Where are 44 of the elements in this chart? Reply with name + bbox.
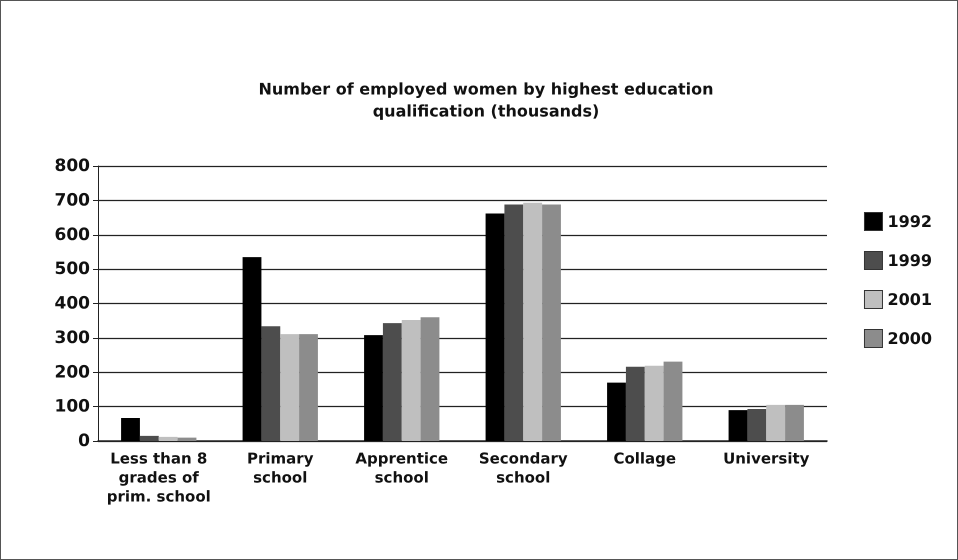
y-tick-label: 200 [54, 362, 90, 382]
x-tick-label: Secondary school [478, 450, 568, 486]
bar [420, 317, 440, 441]
bar [299, 334, 318, 441]
x-tick-label: Less than 8 grades of prim. school [106, 450, 211, 506]
bar [158, 436, 178, 441]
y-tick-label: 100 [54, 396, 90, 417]
bar [280, 334, 300, 441]
legend-label: 1999 [887, 251, 932, 270]
bar [121, 418, 140, 441]
bar [242, 257, 262, 441]
x-tick-label: University [723, 450, 810, 468]
bar [728, 410, 748, 441]
chart-title: Number of employed women by highest education qualification (thousands) [258, 80, 714, 120]
bar [140, 436, 159, 441]
legend-label: 2001 [887, 290, 932, 309]
y-tick-label: 600 [54, 224, 90, 245]
bar [766, 404, 786, 441]
y-tick-label: 300 [54, 328, 90, 348]
y-tick-label: 400 [54, 294, 90, 314]
bar [607, 382, 626, 441]
bar [644, 366, 664, 441]
bar [382, 323, 402, 441]
y-tick-label: 800 [54, 156, 90, 176]
bar [523, 202, 542, 441]
bar [178, 438, 196, 441]
bar [402, 320, 421, 441]
bar [785, 404, 804, 441]
bar [364, 335, 383, 441]
legend-label: 1992 [887, 212, 932, 231]
x-tick-label: Primary school [247, 450, 314, 486]
x-tick-label: Collage [613, 450, 676, 468]
legend-label: 2000 [887, 329, 932, 348]
y-tick-label: 0 [78, 431, 90, 451]
x-tick-label: Apprentice school [355, 450, 448, 486]
bar [626, 366, 645, 441]
bar [747, 409, 766, 441]
bar [504, 204, 524, 441]
bar [542, 204, 561, 441]
y-tick-label: 700 [54, 190, 90, 210]
bar [664, 362, 682, 441]
bar [261, 326, 280, 441]
y-tick-label: 500 [54, 259, 90, 280]
bar [486, 213, 504, 441]
